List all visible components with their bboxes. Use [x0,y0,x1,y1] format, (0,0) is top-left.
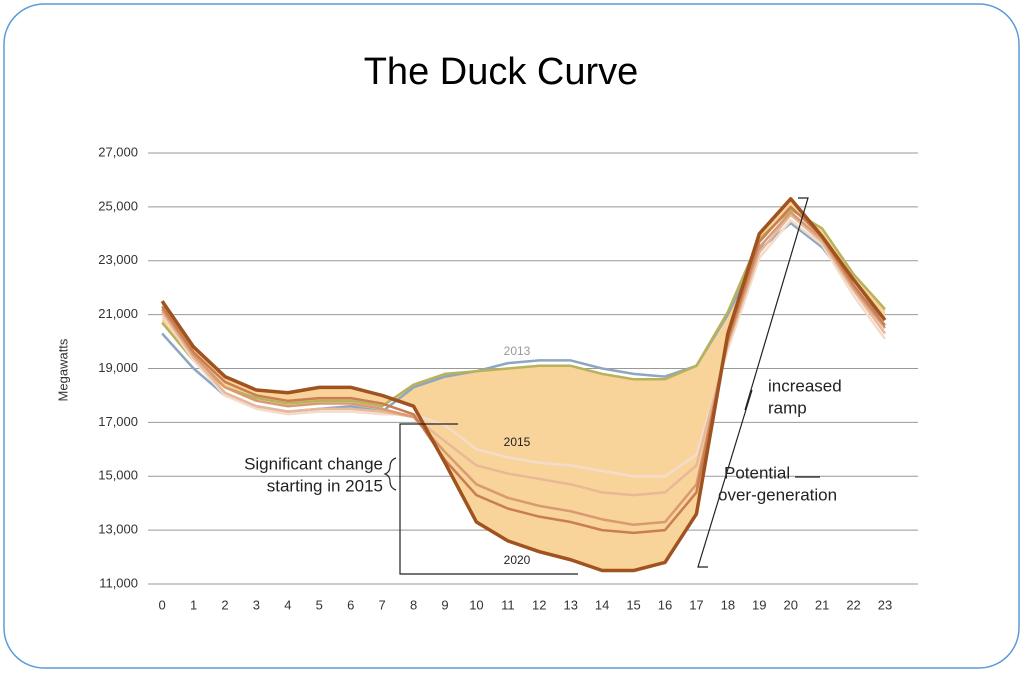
x-tick-label: 5 [316,597,323,612]
y-tick-label: 17,000 [98,414,138,429]
x-tick-label: 8 [410,597,417,612]
x-tick-label: 7 [379,597,386,612]
x-tick-label: 1 [190,597,197,612]
ramp-line [744,197,809,411]
x-tick-label: 19 [752,597,766,612]
area [162,198,886,571]
y-tick-label: 13,000 [98,522,138,537]
x-tick-label: 14 [595,597,609,612]
overgen-line [697,389,753,568]
x-tick-label: 4 [284,597,291,612]
series-line [160,197,887,573]
x-tick-label: 11 [501,597,515,612]
x-tick-label: 15 [626,597,640,612]
series-label: 2013 [504,344,531,358]
x-tick-label: 10 [469,597,483,612]
x-tick-label: 17 [689,597,703,612]
y-tick-label: 25,000 [98,198,138,213]
slide-frame [3,3,1020,669]
series-line [161,211,886,526]
x-tick-label: 23 [878,597,892,612]
x-tick-label: 3 [253,597,260,612]
x-tick-label: 21 [815,597,829,612]
x-tick-label: 6 [347,597,354,612]
annotation: ramp [768,398,807,417]
x-tick-label: 20 [783,597,797,612]
annotation: starting in 2015 [267,476,383,495]
series-label: 2015 [504,435,531,449]
series-line [161,219,887,478]
y-tick-label: 27,000 [98,144,138,159]
plot: 11,000 13,000 15,000 17,000 19,000 21,000 23,0… [98,144,918,612]
x-tick-label: 12 [532,597,546,612]
y-tick-label: 23,000 [98,252,138,267]
y-tick-label: 21,000 [98,306,138,321]
x-tick-label: 0 [159,597,166,612]
annotation: over-generation [718,485,837,504]
x-tick-label: 9 [441,597,448,612]
x-tick-label: 16 [658,597,672,612]
annotation-brackets [383,197,820,575]
x-tick-label: 22 [846,597,860,612]
y-axis-label: Megawatts [55,338,70,401]
annotation: increased [768,376,842,395]
bracket [399,423,578,575]
brace [383,457,397,491]
x-tick-label: 2 [221,597,228,612]
chart-title: The Duck Curve [364,51,639,93]
y-tick-label: 15,000 [98,468,138,483]
annotation: Potential [724,463,790,482]
x-tick-label: 13 [563,597,577,612]
series-line [161,213,887,497]
series-line [161,205,886,535]
series-label: 2020 [504,553,531,567]
y-tick-label: 11,000 [99,575,138,590]
y-tick-label: 19,000 [98,360,138,375]
annotation: Significant change [244,454,383,473]
x-tick-label: 18 [721,597,735,612]
